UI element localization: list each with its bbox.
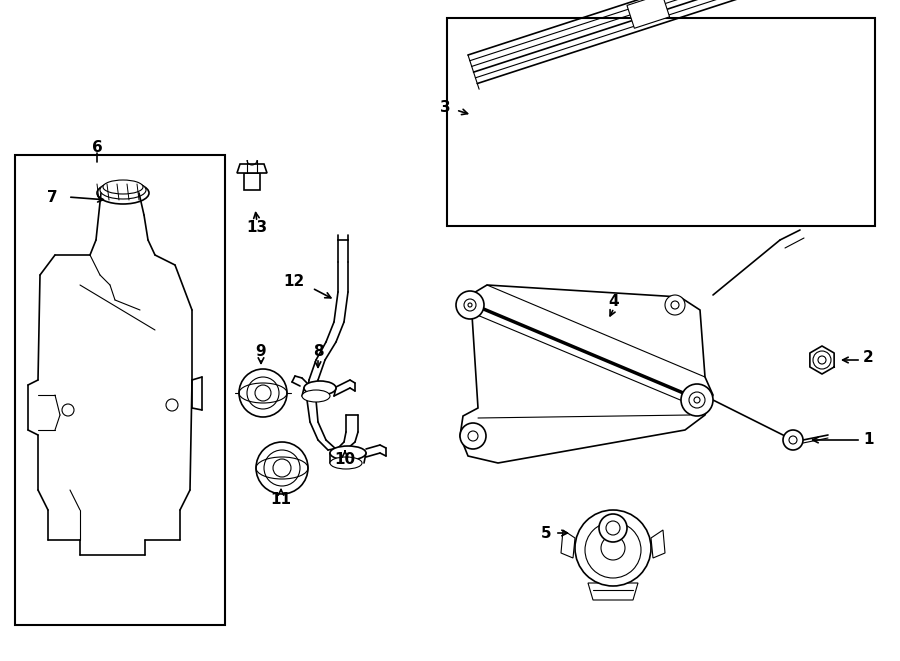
Text: 5: 5 (540, 525, 551, 541)
Circle shape (247, 377, 279, 409)
Circle shape (456, 291, 484, 319)
Ellipse shape (330, 457, 362, 469)
Circle shape (460, 423, 486, 449)
Circle shape (585, 522, 641, 578)
Circle shape (665, 295, 685, 315)
Text: 11: 11 (271, 492, 292, 508)
Text: 1: 1 (863, 432, 874, 447)
Ellipse shape (103, 180, 143, 194)
Circle shape (694, 397, 700, 403)
Polygon shape (588, 583, 638, 600)
Circle shape (599, 514, 627, 542)
Polygon shape (460, 285, 713, 463)
Bar (15, 155, 225, 625)
Circle shape (813, 351, 831, 369)
Circle shape (671, 301, 679, 309)
Circle shape (256, 442, 308, 494)
Ellipse shape (330, 446, 366, 460)
Text: 9: 9 (256, 344, 266, 360)
Text: 2: 2 (863, 350, 874, 366)
Circle shape (689, 392, 705, 408)
Ellipse shape (97, 182, 149, 204)
Text: 3: 3 (440, 100, 451, 114)
Polygon shape (627, 0, 670, 28)
Circle shape (239, 369, 287, 417)
Circle shape (273, 459, 291, 477)
Ellipse shape (100, 181, 146, 199)
Polygon shape (651, 530, 665, 558)
Polygon shape (561, 530, 575, 558)
Text: 8: 8 (312, 344, 323, 360)
Circle shape (789, 436, 797, 444)
Circle shape (575, 510, 651, 586)
Circle shape (468, 303, 472, 307)
Circle shape (601, 536, 625, 560)
Circle shape (606, 521, 620, 535)
Text: 6: 6 (92, 141, 103, 155)
Circle shape (255, 385, 271, 401)
Circle shape (264, 450, 300, 486)
Text: 13: 13 (247, 221, 267, 235)
Text: 7: 7 (48, 190, 58, 204)
Text: 4: 4 (608, 295, 619, 309)
Ellipse shape (304, 381, 336, 395)
Circle shape (783, 430, 803, 450)
Polygon shape (237, 164, 267, 173)
Text: 10: 10 (335, 453, 356, 467)
Polygon shape (244, 173, 260, 190)
Bar (447, 18, 875, 226)
Circle shape (468, 431, 478, 441)
Circle shape (464, 299, 476, 311)
Text: 12: 12 (284, 274, 305, 290)
Circle shape (818, 356, 826, 364)
Circle shape (681, 384, 713, 416)
Ellipse shape (302, 390, 330, 402)
